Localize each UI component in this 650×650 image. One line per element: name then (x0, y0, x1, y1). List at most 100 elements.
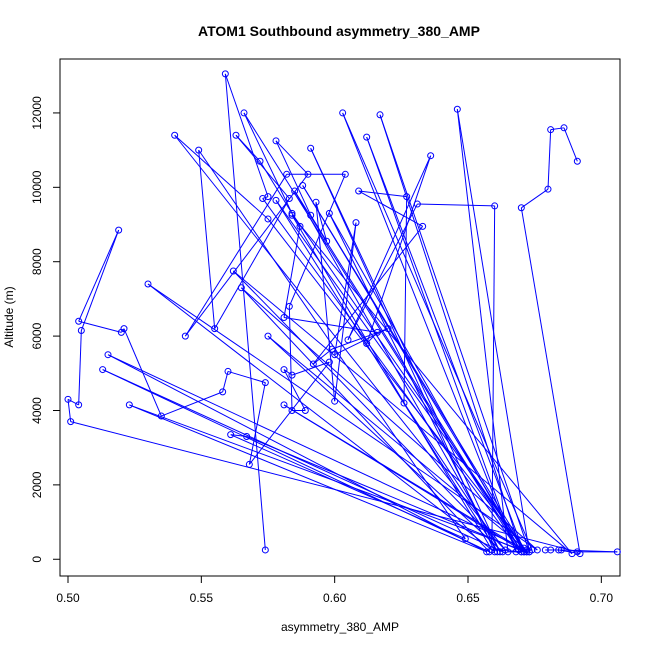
data-point (259, 194, 267, 202)
data-point (272, 137, 280, 145)
data-point (157, 412, 165, 420)
series-segment (315, 202, 328, 242)
data-point (520, 548, 528, 556)
data-point (499, 548, 507, 556)
data-point (307, 211, 315, 219)
data-point (517, 204, 525, 212)
data-point (376, 111, 384, 119)
series-segment (120, 328, 125, 333)
data-point (557, 546, 565, 554)
data-point (323, 237, 331, 245)
data-point (264, 332, 272, 340)
data-point (352, 219, 360, 227)
series-segment (224, 73, 269, 197)
y-tick-label: 2000 (30, 471, 44, 498)
data-point (285, 302, 293, 310)
x-tick-label: 0.60 (323, 591, 347, 605)
data-point (331, 351, 339, 359)
data-point (77, 327, 85, 335)
data-point (427, 152, 435, 160)
series-segment (403, 402, 493, 536)
data-point (363, 340, 371, 348)
series-segment (235, 134, 290, 199)
data-point (288, 211, 296, 219)
series-segment (358, 190, 423, 227)
series-segment (232, 270, 506, 551)
data-point (232, 131, 240, 139)
series-segment (283, 317, 378, 333)
data-point (403, 193, 411, 201)
data-point (512, 548, 520, 556)
data-point (496, 548, 504, 556)
series-segment (262, 198, 520, 551)
data-point (304, 170, 312, 178)
series-segment (342, 112, 517, 553)
data-point (325, 358, 333, 366)
data-point (523, 548, 531, 556)
data-point (285, 194, 293, 202)
series-segment (294, 190, 522, 553)
data-point (533, 546, 541, 554)
data-point (576, 550, 584, 558)
series-segment (259, 161, 301, 227)
series-segment (291, 213, 525, 549)
data-point (219, 388, 227, 396)
data-point (355, 187, 363, 195)
series-segment (147, 283, 495, 553)
y-tick-label: 4000 (30, 397, 44, 424)
data-point (221, 70, 229, 78)
series-segment (198, 149, 466, 540)
data-point (555, 546, 563, 554)
data-point (283, 170, 291, 178)
data-point (400, 399, 408, 407)
series-segment (248, 361, 330, 465)
data-point (288, 371, 296, 379)
series-segment (456, 109, 509, 552)
data-point (363, 133, 371, 141)
y-tick-label: 8000 (30, 248, 44, 275)
data-point (288, 406, 296, 414)
data-point (419, 222, 427, 230)
data-point (75, 401, 83, 409)
data-point (280, 366, 288, 374)
data-point (483, 548, 491, 556)
series-segment (550, 127, 565, 131)
data-point (491, 548, 499, 556)
series-segment (342, 112, 533, 551)
series-segment (275, 140, 309, 175)
series-segment (310, 148, 501, 553)
series-segment (107, 354, 487, 553)
series-segment (248, 382, 266, 465)
data-point (115, 226, 123, 234)
data-point (384, 325, 392, 333)
data-point (493, 548, 501, 556)
y-axis: 0 2000 4000 6000 8000 10000 12000 (30, 96, 61, 563)
data-point (309, 360, 317, 368)
series-segment (283, 369, 306, 411)
data-point (307, 144, 315, 152)
data-point (541, 546, 549, 554)
series-segment (102, 369, 503, 553)
x-tick-label: 0.50 (56, 591, 80, 605)
series-segment (267, 335, 527, 551)
series-segment (267, 218, 528, 553)
data-point (344, 336, 352, 344)
data-point (211, 325, 219, 333)
data-point (491, 202, 499, 210)
data-point (144, 280, 152, 288)
series-segment (313, 348, 333, 365)
data-point (413, 200, 421, 208)
data-point (104, 351, 112, 359)
data-point (256, 157, 264, 165)
data-point (245, 460, 253, 468)
data-point (240, 109, 248, 117)
data-point (195, 146, 203, 154)
series-segment (366, 136, 525, 552)
series-segment (366, 136, 517, 552)
y-tick-label: 0 (30, 556, 44, 563)
series-segment (347, 203, 418, 341)
data-point (272, 196, 280, 204)
series-segment (227, 370, 266, 384)
data-point (339, 109, 347, 117)
data-point (227, 431, 235, 439)
